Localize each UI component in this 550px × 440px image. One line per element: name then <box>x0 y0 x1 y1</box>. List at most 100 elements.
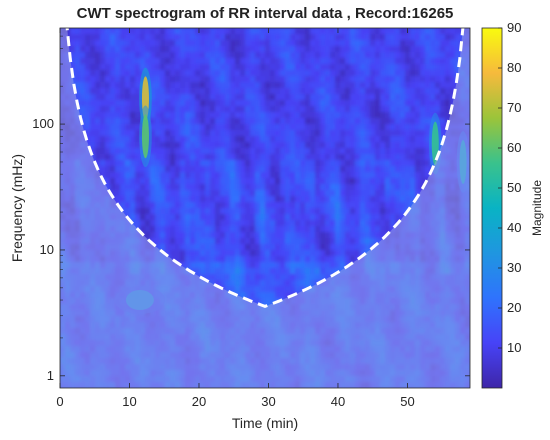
spectrogram-cell <box>265 34 271 41</box>
spectrogram-cell <box>335 262 341 269</box>
spectrogram-cell <box>350 220 356 227</box>
spectrogram-cell <box>230 220 236 227</box>
spectrogram-cell <box>375 58 381 65</box>
spectrogram-cell <box>310 226 316 233</box>
spectrogram-cell <box>95 148 101 155</box>
spectrogram-cell <box>380 118 386 125</box>
spectrogram-cell <box>345 34 351 41</box>
spectrogram-cell <box>165 232 171 239</box>
spectrogram-cell <box>385 28 391 35</box>
spectrogram-cell <box>250 64 256 71</box>
spectrogram-cell <box>190 100 196 107</box>
spectrogram-cell <box>185 232 191 239</box>
spectrogram-cell <box>415 58 421 65</box>
spectrogram-cell <box>125 208 131 215</box>
spectrogram-cell <box>215 124 221 131</box>
spectrogram-cell <box>420 160 426 167</box>
spectrogram-cell <box>400 130 406 137</box>
spectrogram-cell <box>275 76 281 83</box>
spectrogram-cell <box>355 130 361 137</box>
spectrogram-cell <box>170 232 176 239</box>
spectrogram-cell <box>180 208 186 215</box>
spectrogram-cell <box>265 106 271 113</box>
spectrogram-cell <box>205 262 211 269</box>
spectrogram-cell <box>155 58 161 65</box>
spectrogram-cell <box>235 178 241 185</box>
spectrogram-cell <box>170 244 176 251</box>
spectrogram-cell <box>120 94 126 101</box>
spectrogram-cell <box>440 76 446 83</box>
spectrogram-cell <box>240 94 246 101</box>
spectrogram-cell <box>285 106 291 113</box>
spectrogram-cell <box>185 58 191 65</box>
spectrogram-cell <box>325 160 331 167</box>
spectrogram-cell <box>270 34 276 41</box>
spectrogram-cell <box>300 94 306 101</box>
spectrogram-cell <box>260 136 266 143</box>
spectrogram-cell <box>455 58 461 65</box>
spectrogram-cell <box>295 46 301 53</box>
spectrogram-cell <box>235 208 241 215</box>
spectrogram-cell <box>75 58 81 65</box>
spectrogram-cell <box>365 220 371 227</box>
spectrogram-cell <box>110 46 116 53</box>
spectrogram-cell <box>125 148 131 155</box>
spectrogram-cell <box>200 100 206 107</box>
spectrogram-cell <box>245 34 251 41</box>
spectrogram-cell <box>350 70 356 77</box>
spectrogram-cell <box>135 130 141 137</box>
y-axis-label: Frequency (mHz) <box>9 154 25 262</box>
spectrogram-cell <box>360 184 366 191</box>
spectrogram-cell <box>245 172 251 179</box>
cone-of-influence-line <box>65 28 465 309</box>
spectrogram-cell <box>205 268 211 275</box>
spectrogram-cell <box>125 154 131 161</box>
spectrogram-cell <box>245 148 251 155</box>
spectrogram-cell <box>125 100 131 107</box>
spectrogram-cell <box>315 256 321 263</box>
spectrogram-cell <box>375 220 381 227</box>
spectrogram-cell <box>180 238 186 245</box>
spectrogram-cell <box>295 160 301 167</box>
spectrogram-cell <box>280 292 286 299</box>
spectrogram-cell <box>370 148 376 155</box>
spectrogram-cell <box>310 166 316 173</box>
spectrogram-cell <box>175 130 181 137</box>
spectrogram-cell <box>335 136 341 143</box>
spectrogram-cell <box>290 226 296 233</box>
spectrogram-cell <box>195 130 201 137</box>
spectrogram-cell <box>215 82 221 89</box>
spectrogram-cell <box>255 208 261 215</box>
spectrogram-cell <box>140 166 146 173</box>
spectrogram-cell <box>245 190 251 197</box>
spectrogram-cell <box>155 100 161 107</box>
spectrogram-cell <box>360 88 366 95</box>
spectrogram-cell <box>140 34 146 41</box>
spectrogram-cell <box>230 202 236 209</box>
spectrogram-cell <box>90 136 96 143</box>
spectrogram-cell <box>100 94 106 101</box>
spectrogram-cell <box>115 100 121 107</box>
spectrogram-cell <box>175 40 181 47</box>
spectrogram-cell <box>95 94 101 101</box>
spectrogram-cell <box>440 88 446 95</box>
spectrogram-cell <box>200 46 206 53</box>
spectrogram-cell <box>165 64 171 71</box>
spectrogram-cell <box>185 70 191 77</box>
spectrogram-cell <box>195 238 201 245</box>
spectrogram-cell <box>325 52 331 59</box>
spectrogram-cell <box>250 94 256 101</box>
spectrogram-cell <box>240 166 246 173</box>
spectrogram-cell <box>305 34 311 41</box>
spectrogram-cell <box>175 58 181 65</box>
spectrogram-cell <box>345 52 351 59</box>
spectrogram-cell <box>290 40 296 47</box>
spectrogram-cell <box>375 178 381 185</box>
spectrogram-cell <box>185 196 191 203</box>
spectrogram-cell <box>210 184 216 191</box>
spectrogram-cell <box>240 292 246 299</box>
spectrogram-cell <box>290 154 296 161</box>
spectrogram-cell <box>175 124 181 131</box>
spectrogram-cell <box>160 184 166 191</box>
spectrogram-cell <box>285 118 291 125</box>
